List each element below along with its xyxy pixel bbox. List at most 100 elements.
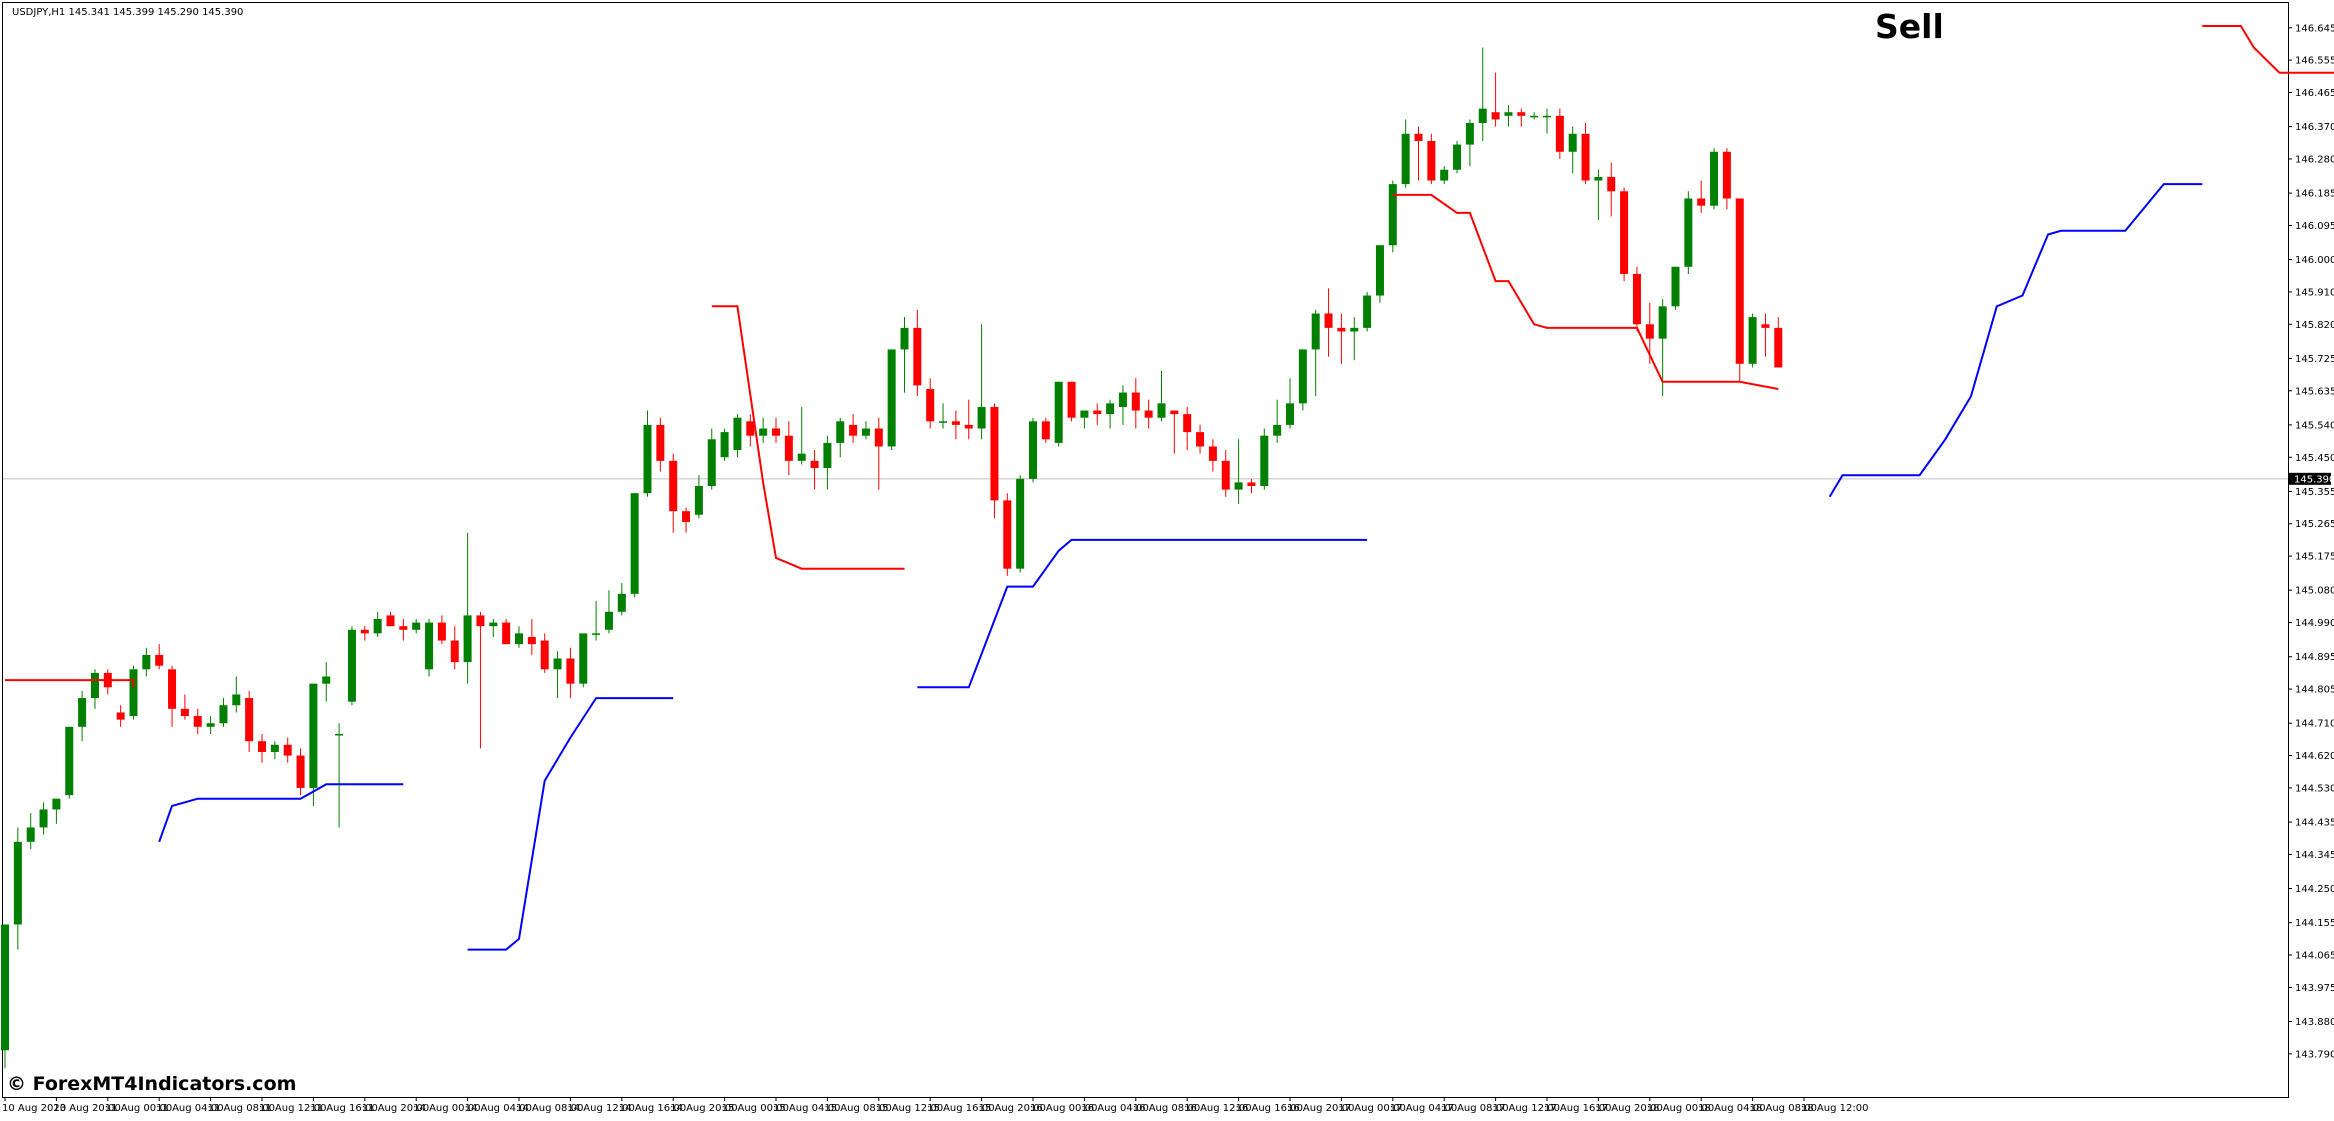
x-tick-label: 18 Aug 12:00 [1801,1103,1868,1114]
bear-candle-body [258,741,266,752]
candle [926,378,935,429]
candle [425,618,434,677]
candle [1157,371,1166,422]
candle [1183,406,1192,451]
candle [1286,378,1294,429]
x-tick-label: 14 Aug 00:00 [413,1103,480,1114]
x-tick-label: 10 Aug 20:00 [53,1103,120,1114]
candle [1697,180,1706,213]
x-tick-label: 16 Aug 08:00 [1133,1103,1200,1114]
x-tick-label: 14 Aug 12:00 [567,1103,634,1114]
x-tick-label: 18 Aug 04:00 [1698,1103,1765,1114]
y-tick-label: 143.880 [2295,1017,2334,1028]
candle [39,802,48,835]
candle [1735,198,1744,382]
candle [129,665,138,720]
bull-candle-body [232,694,241,706]
candle [322,662,331,702]
candle [232,676,241,713]
support-line [158,783,404,843]
x-tick-label: 11 Aug 00:00 [105,1103,172,1114]
bear-candle-body [527,636,536,645]
candle [1234,439,1243,504]
y-tick-label: 145.635 [2295,386,2334,397]
y-tick-label: 144.620 [2295,751,2334,762]
bull-candle-body [1054,381,1063,443]
candle [1388,180,1397,253]
candle [193,708,202,734]
y-tick-label: 143.790 [2295,1049,2334,1060]
x-tick-label: 15 Aug 04:00 [773,1103,840,1114]
candle [1016,475,1025,573]
bear-candle-body [682,511,691,522]
chart-header: USDJPY,H1 145.341 145.399 145.290 145.39… [12,7,243,18]
candle [1093,403,1102,425]
bear-candle-body [1324,313,1333,328]
bull-candle-body [309,683,318,788]
candle [26,813,35,850]
candle [1298,349,1307,411]
bear-candle-body [874,428,883,447]
candle [476,611,485,749]
bull-candle-body [553,658,562,670]
bull-candle-body [39,809,48,828]
bear-candle-body [772,428,780,436]
candle [656,417,665,472]
candle [1774,317,1783,368]
bull-candle-body [335,734,344,736]
candle [258,734,266,763]
bear-candle-body [1581,133,1590,181]
bull-candle-body [823,442,832,469]
bull-candle-body [206,723,215,727]
candle [1671,266,1680,310]
y-tick-label: 145.820 [2295,320,2334,331]
support-line [1828,183,2203,498]
bear-candle-body [1337,327,1346,332]
bear-candle-body [1645,324,1654,339]
resistance-line [711,305,905,570]
candle [772,417,780,443]
bull-candle-body [347,629,356,702]
bull-candle-body [861,428,870,436]
candle [1196,424,1205,454]
support-line [917,538,1368,689]
x-tick-label: 17 Aug 16:00 [1544,1103,1611,1114]
bull-candle-body [1478,108,1487,124]
bear-candle-body [656,424,665,461]
current-price-box: 145.390 [2289,472,2334,485]
bear-candle-body [926,388,935,422]
resistance-line [2202,25,2334,74]
bull-candle-body [1,924,9,1051]
candle [1208,439,1217,472]
candle [1517,108,1526,127]
bull-candle-body [1375,245,1384,296]
bull-candle-body [515,633,523,645]
candle [913,309,922,397]
candle [52,798,61,824]
bull-candle-body [1388,184,1397,246]
candle [951,410,960,440]
candle [836,417,845,458]
current-price-box-bg [2289,472,2331,485]
candle [1118,385,1127,425]
chart-frame [2,2,2289,1098]
bear-candle-body [1247,482,1256,487]
bull-candle-body [1363,295,1372,328]
y-tick-label: 144.250 [2295,884,2334,895]
bull-candle-body [1543,115,1551,118]
bull-candle-body [219,705,228,724]
candle [1350,317,1359,361]
x-tick-label: 16 Aug 12:00 [1184,1103,1251,1114]
candle [1607,162,1616,217]
x-tick-label: 16 Aug 16:00 [1236,1103,1303,1114]
candle [1504,105,1513,127]
y-tick-label: 144.435 [2295,818,2334,829]
candle [296,748,305,796]
bear-candle-body [386,615,395,627]
bull-candle-body [1748,317,1757,364]
bull-candle-body [1157,403,1166,418]
bull-candle-body [322,676,331,684]
x-tick-label: 17 Aug 08:00 [1441,1103,1508,1114]
candle [849,414,858,443]
